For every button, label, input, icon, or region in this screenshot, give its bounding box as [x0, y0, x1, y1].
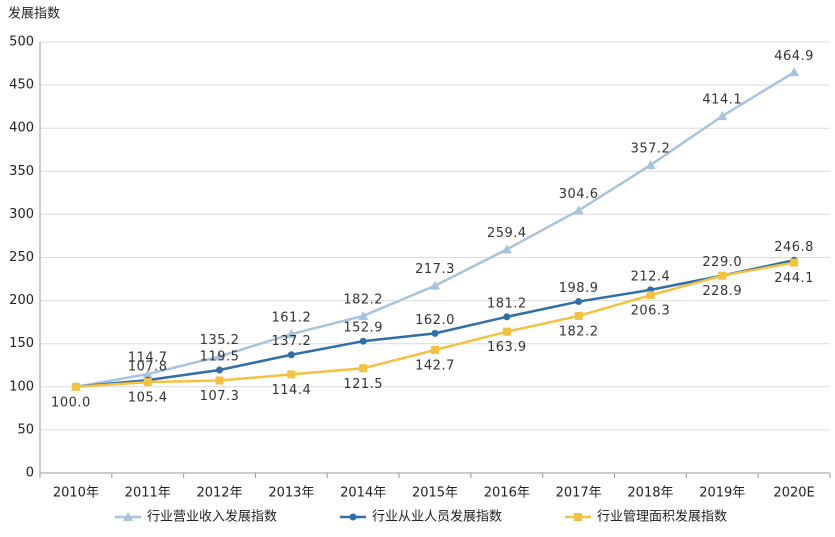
marker: [215, 376, 224, 385]
marker: [645, 160, 656, 170]
x-tick-label: 2010年: [53, 486, 99, 501]
y-tick-label: 300: [9, 207, 34, 222]
data-label: 246.8: [774, 240, 814, 255]
y-tick-label: 50: [17, 422, 34, 437]
data-label: 182.2: [343, 292, 383, 307]
y-tick-label: 100: [9, 379, 34, 394]
marker: [790, 258, 799, 267]
data-label: 161.2: [272, 311, 312, 326]
y-tick-label: 200: [9, 293, 34, 308]
data-label: 135.2: [200, 333, 240, 348]
legend-label: 行业管理面积发展指数: [597, 509, 727, 525]
data-label: 162.0: [415, 313, 455, 328]
x-tick-label: 2018年: [627, 486, 673, 501]
data-label: 228.9: [702, 284, 742, 299]
marker: [501, 244, 512, 254]
y-tick-label: 450: [9, 78, 34, 93]
x-tick-label: 2016年: [484, 486, 530, 501]
y-tick-label: 350: [9, 164, 34, 179]
data-label: 107.8: [128, 360, 168, 375]
x-tick-label: 2015年: [412, 486, 458, 501]
marker: [359, 364, 368, 373]
data-label: 152.9: [343, 321, 383, 336]
marker: [574, 513, 582, 521]
data-label: 464.9: [774, 49, 814, 64]
y-tick-label: 0: [26, 466, 34, 481]
data-label: 100.0: [51, 395, 91, 410]
marker: [216, 366, 224, 374]
data-label: 244.1: [774, 271, 814, 286]
marker: [431, 345, 439, 354]
data-label: 229.0: [702, 255, 742, 270]
y-tick-label: 250: [9, 250, 34, 265]
data-label: 119.5: [200, 349, 240, 364]
x-tick-label: 2014年: [340, 486, 386, 501]
marker: [143, 378, 152, 387]
x-tick-label: 2019年: [699, 486, 745, 501]
marker: [287, 370, 296, 379]
y-tick-label: 150: [9, 336, 34, 351]
y-tick-label: 400: [9, 121, 34, 136]
x-tick-label: 2011年: [125, 486, 171, 501]
marker: [575, 298, 583, 306]
marker: [646, 291, 655, 300]
legend-label: 行业营业收入发展指数: [147, 509, 277, 525]
y-tick-label: 500: [9, 35, 34, 50]
marker: [286, 329, 297, 339]
marker: [789, 67, 800, 77]
marker: [430, 280, 440, 290]
data-label: 304.6: [559, 187, 599, 202]
data-label: 357.2: [631, 142, 671, 157]
data-label: 414.1: [702, 93, 742, 108]
data-label: 142.7: [415, 358, 455, 373]
marker: [718, 271, 727, 280]
x-tick-label: 2020E: [773, 486, 814, 501]
x-tick-label: 2013年: [268, 486, 314, 501]
data-label: 121.5: [343, 377, 383, 392]
legend-label: 行业从业人员发展指数: [372, 509, 502, 525]
marker: [71, 382, 80, 391]
marker: [573, 205, 584, 215]
data-label: 206.3: [631, 304, 671, 319]
marker: [123, 512, 133, 521]
data-label: 163.9: [487, 340, 527, 355]
data-label: 114.4: [272, 383, 312, 398]
data-label: 198.9: [559, 281, 599, 296]
data-label: 105.4: [128, 391, 168, 406]
series-line: [75, 71, 795, 389]
marker: [717, 111, 728, 121]
marker: [359, 337, 367, 345]
data-label: 217.3: [415, 262, 455, 277]
marker: [142, 369, 153, 379]
marker: [431, 329, 439, 337]
marker: [287, 351, 295, 359]
data-label: 107.3: [200, 389, 240, 404]
data-label: 182.2: [559, 324, 599, 339]
data-label: 114.7: [128, 351, 168, 366]
marker: [349, 513, 357, 521]
marker: [502, 327, 511, 336]
marker: [503, 313, 511, 321]
x-tick-label: 2012年: [196, 486, 242, 501]
marker: [358, 310, 369, 320]
y-axis-title: 发展指数: [8, 6, 60, 22]
x-tick-label: 2017年: [556, 486, 602, 501]
marker: [574, 311, 583, 320]
data-label: 181.2: [487, 296, 527, 311]
data-label: 137.2: [272, 334, 312, 349]
data-label: 212.4: [631, 269, 671, 284]
data-label: 259.4: [487, 226, 527, 241]
marker: [214, 351, 225, 361]
